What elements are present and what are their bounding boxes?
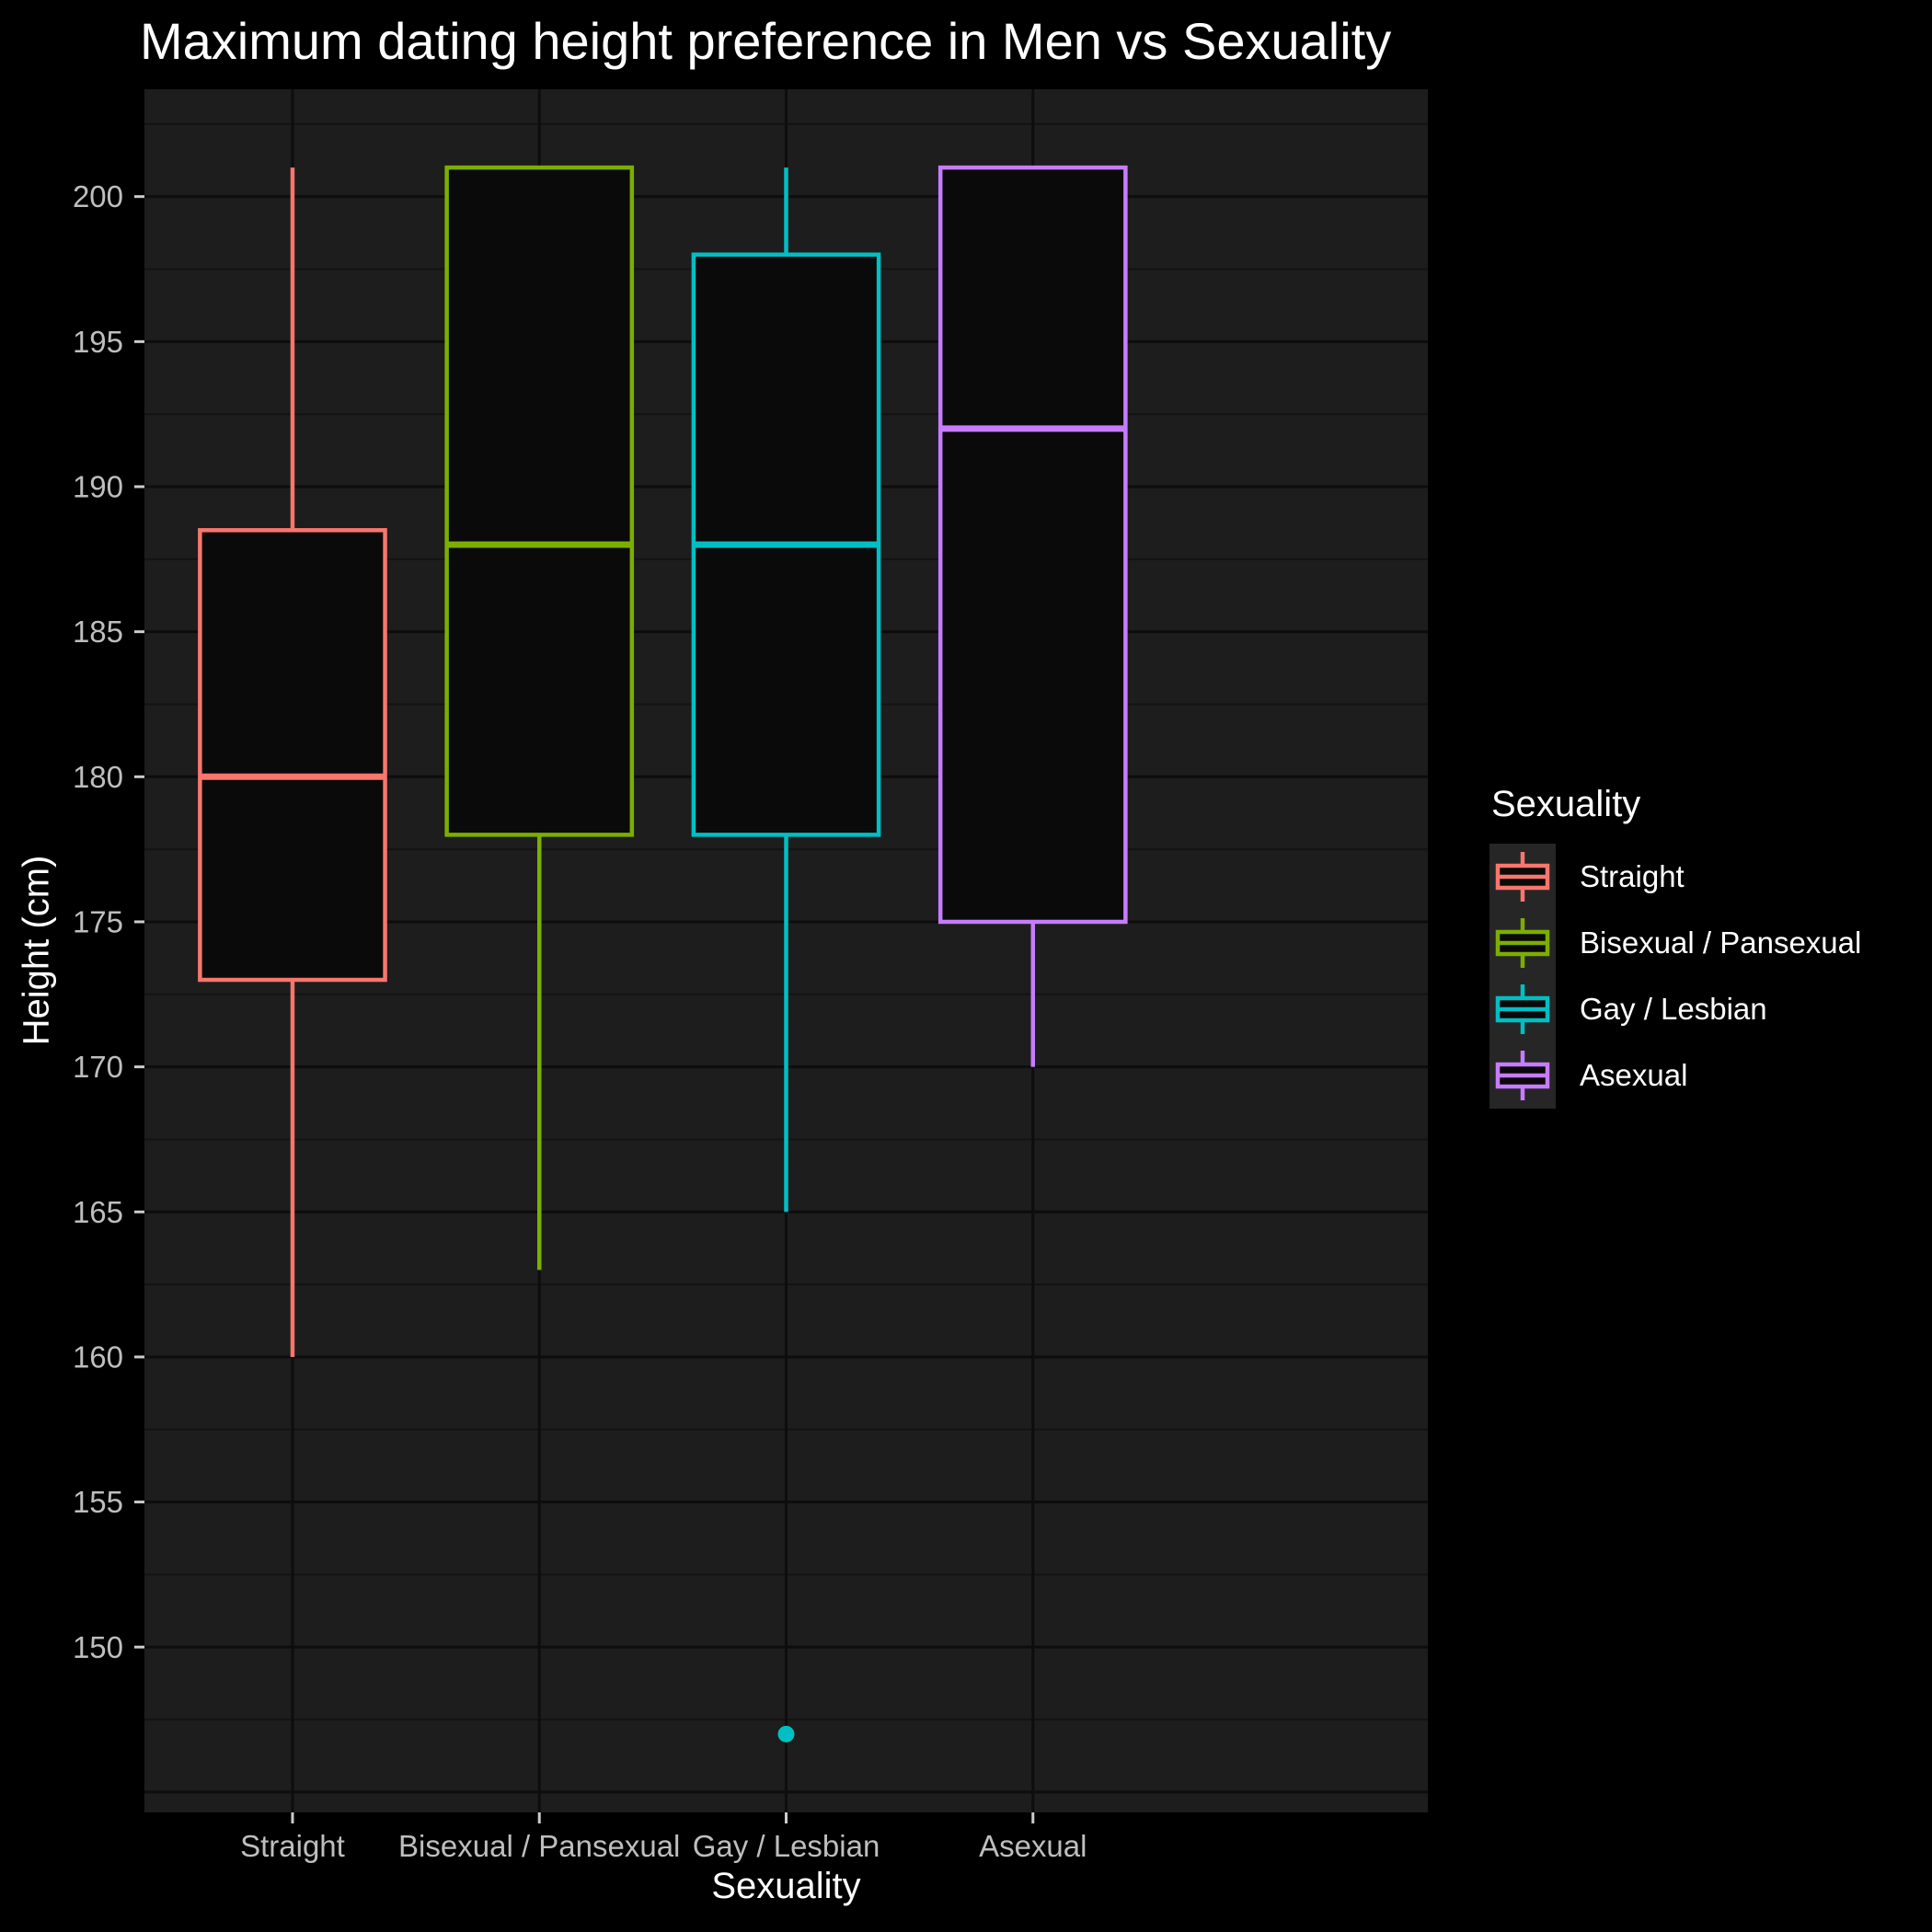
boxplot-key-icon (1495, 852, 1550, 902)
y-axis-title: Height (cm) (16, 855, 57, 1046)
y-tick-label: 170 (73, 1050, 123, 1084)
legend: Sexuality Straight Bisexual / Pansexual … (1489, 784, 1861, 1109)
y-tick-label: 180 (73, 760, 123, 794)
boxplot-key-icon (1495, 918, 1550, 968)
x-tick-label: Asexual (979, 1829, 1087, 1863)
legend-label: Bisexual / Pansexual (1580, 926, 1862, 960)
y-tick-label: 175 (73, 905, 123, 939)
box-straight (198, 528, 387, 983)
y-tick-label: 185 (73, 615, 123, 649)
y-tick-label: 165 (73, 1195, 123, 1229)
legend-label: Straight (1580, 859, 1685, 893)
y-tick-label: 200 (73, 179, 123, 213)
y-tick-label: 190 (73, 470, 123, 504)
legend-label: Gay / Lesbian (1580, 992, 1767, 1026)
legend-entry-asexual: Asexual (1489, 1042, 1861, 1109)
y-tick-label: 155 (73, 1485, 123, 1519)
box-bisexual-pansexual (444, 165, 635, 837)
legend-entry-straight: Straight (1489, 844, 1861, 910)
legend-entry-gay-lesbian: Gay / Lesbian (1489, 976, 1861, 1042)
legend-title: Sexuality (1491, 784, 1641, 824)
y-tick-label: 195 (73, 325, 123, 359)
legend-key (1489, 976, 1556, 1042)
y-tick-label: 150 (73, 1630, 123, 1664)
legend-key (1489, 844, 1556, 910)
x-axis-title: Sexuality (711, 1866, 861, 1906)
outlier-point (777, 1725, 795, 1742)
x-tick-label: Gay / Lesbian (693, 1829, 880, 1863)
legend-label: Asexual (1580, 1058, 1688, 1092)
y-tick-label: 160 (73, 1340, 123, 1374)
boxplot-key-icon (1495, 984, 1550, 1034)
legend-key (1489, 1042, 1556, 1109)
boxplot-key-icon (1495, 1051, 1550, 1100)
legend-entry-bisexual-pansexual: Bisexual / Pansexual (1489, 910, 1861, 976)
chart-title: Maximum dating height preference in Men … (140, 12, 1392, 70)
x-tick-label: Bisexual / Pansexual (398, 1829, 680, 1863)
legend-key (1489, 910, 1556, 976)
box-asexual (937, 165, 1128, 925)
x-tick-label: Straight (240, 1829, 345, 1863)
